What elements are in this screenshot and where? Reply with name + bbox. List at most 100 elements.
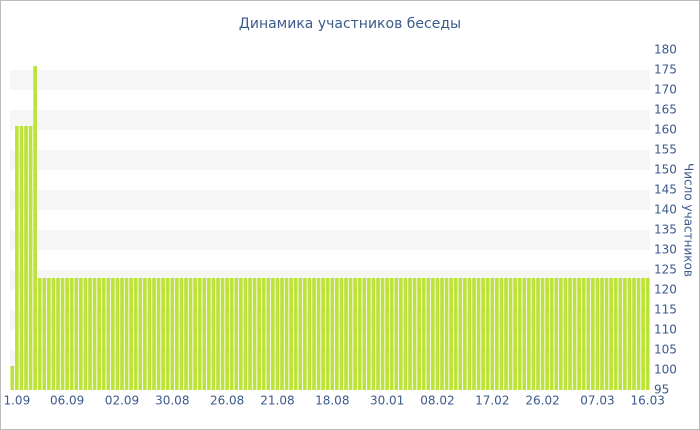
bar bbox=[257, 278, 261, 390]
bar bbox=[421, 278, 426, 390]
bar bbox=[586, 278, 591, 390]
bar bbox=[133, 278, 138, 390]
grid-band bbox=[10, 230, 650, 250]
bar bbox=[156, 278, 161, 390]
bar bbox=[527, 278, 531, 390]
y-tick-label: 150 bbox=[654, 163, 677, 177]
bar bbox=[243, 278, 248, 390]
bar bbox=[216, 278, 220, 390]
bar bbox=[517, 278, 522, 390]
bar bbox=[613, 278, 618, 390]
bar bbox=[284, 278, 289, 390]
bar bbox=[426, 278, 431, 390]
bar bbox=[10, 366, 15, 390]
bar bbox=[101, 278, 106, 390]
bar bbox=[595, 278, 600, 390]
bar bbox=[312, 278, 316, 390]
grid-band bbox=[10, 70, 650, 90]
bar bbox=[65, 278, 69, 390]
bar bbox=[207, 278, 211, 390]
bar bbox=[362, 278, 367, 390]
bar bbox=[335, 278, 339, 390]
y-axis-label: Число участников bbox=[682, 163, 696, 277]
bar bbox=[394, 278, 399, 390]
bar bbox=[481, 278, 485, 390]
bar bbox=[476, 278, 481, 390]
y-tick-label: 170 bbox=[654, 83, 677, 97]
grid-band bbox=[10, 110, 650, 130]
x-tick-label: 18.08 bbox=[315, 394, 349, 408]
bar bbox=[572, 278, 577, 390]
bar bbox=[197, 278, 202, 390]
bar bbox=[499, 278, 504, 390]
bar bbox=[371, 278, 376, 390]
bar bbox=[115, 278, 120, 390]
bar bbox=[280, 278, 284, 390]
y-tick-label: 175 bbox=[654, 63, 677, 77]
bar bbox=[28, 126, 33, 390]
bar bbox=[293, 278, 298, 390]
x-tick-label: 16.03 bbox=[631, 394, 665, 408]
bar bbox=[33, 66, 37, 390]
bar bbox=[440, 278, 444, 390]
bar bbox=[24, 126, 28, 390]
bar bbox=[92, 278, 97, 390]
bar bbox=[152, 278, 156, 390]
bar bbox=[348, 278, 353, 390]
bar bbox=[449, 278, 453, 390]
bar bbox=[47, 278, 51, 390]
bar bbox=[111, 278, 115, 390]
bar bbox=[307, 278, 312, 390]
bar bbox=[170, 278, 175, 390]
grid-band bbox=[10, 310, 650, 330]
bar bbox=[385, 278, 389, 390]
bar bbox=[604, 278, 609, 390]
y-tick-label: 140 bbox=[654, 203, 677, 217]
bar bbox=[239, 278, 243, 390]
bar bbox=[591, 278, 595, 390]
grid-band bbox=[10, 350, 650, 370]
y-tick-label: 125 bbox=[654, 263, 677, 277]
y-tick-label: 95 bbox=[654, 383, 669, 397]
bar bbox=[106, 278, 111, 390]
bar bbox=[179, 278, 184, 390]
bar bbox=[188, 278, 193, 390]
bar bbox=[508, 278, 513, 390]
x-tick-label: 21.08 bbox=[260, 394, 294, 408]
y-tick-label: 135 bbox=[654, 223, 677, 237]
bar bbox=[147, 278, 152, 390]
bar bbox=[458, 278, 463, 390]
bar bbox=[184, 278, 188, 390]
bar bbox=[298, 278, 303, 390]
bar bbox=[513, 278, 517, 390]
bar bbox=[74, 278, 79, 390]
bar bbox=[120, 278, 124, 390]
bar bbox=[303, 278, 307, 390]
bar bbox=[463, 278, 467, 390]
bar bbox=[37, 278, 42, 390]
bar bbox=[19, 126, 24, 390]
x-tick-label: 08.02 bbox=[420, 394, 454, 408]
x-tick-label: 30.01 bbox=[370, 394, 404, 408]
bar bbox=[380, 278, 385, 390]
bar bbox=[124, 278, 129, 390]
bar bbox=[330, 278, 335, 390]
y-tick-label: 180 bbox=[654, 43, 677, 57]
bar bbox=[321, 278, 325, 390]
bar bbox=[83, 278, 88, 390]
bar bbox=[495, 278, 499, 390]
bar bbox=[504, 278, 508, 390]
bar bbox=[623, 278, 627, 390]
bar bbox=[143, 278, 147, 390]
y-tick-label: 115 bbox=[654, 303, 677, 317]
bar bbox=[56, 278, 60, 390]
y-tick-label: 155 bbox=[654, 143, 677, 157]
bar bbox=[645, 278, 650, 390]
bar bbox=[97, 278, 101, 390]
x-tick-label: 1.09 bbox=[3, 394, 30, 408]
bar bbox=[554, 278, 559, 390]
bar bbox=[472, 278, 476, 390]
bar bbox=[453, 278, 458, 390]
y-tick-label: 120 bbox=[654, 283, 677, 297]
bar bbox=[129, 278, 133, 390]
